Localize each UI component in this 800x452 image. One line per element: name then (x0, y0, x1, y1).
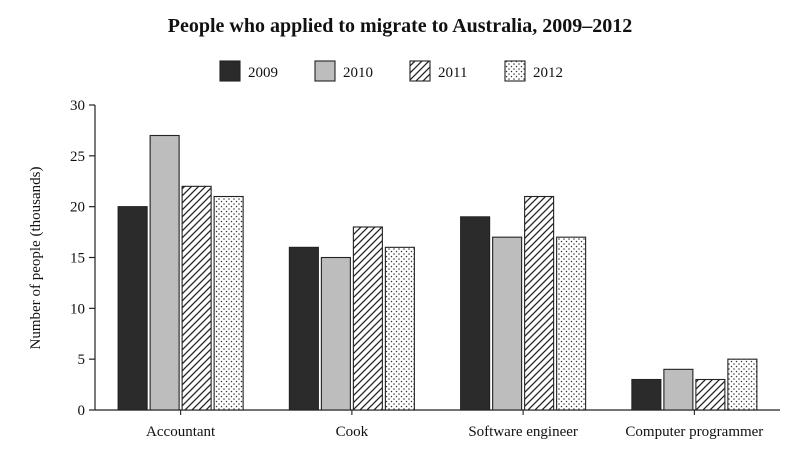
x-category-label: Accountant (146, 424, 216, 440)
y-axis-label: Number of people (thousands) (28, 167, 44, 350)
legend-swatch-2010 (314, 60, 336, 82)
legend-swatch-2009 (219, 60, 241, 82)
bar-2012-accountant (213, 195, 244, 411)
legend-label-2009: 2009 (248, 65, 278, 81)
bar-2010-computer-programmer (663, 368, 694, 411)
bar-2010-cook (320, 256, 351, 411)
bar-2012-cook (384, 246, 415, 411)
y-tick-label: 30 (70, 98, 85, 114)
bar-2012-computer-programmer (727, 358, 758, 411)
x-category-label: Computer programmer (625, 424, 763, 440)
legend-label-2011: 2011 (438, 65, 467, 81)
x-category-label: Software engineer (468, 424, 578, 440)
bar-2011-accountant (181, 185, 212, 411)
y-tick-label: 5 (78, 352, 86, 368)
y-tick-label: 15 (70, 251, 85, 267)
legend-label-2010: 2010 (343, 65, 373, 81)
legend: 2009 2010 2011 2012 (219, 60, 563, 82)
chart-title: People who applied to migrate to Austral… (168, 15, 632, 37)
bar-2010-accountant (149, 134, 180, 411)
legend-swatch-2011 (409, 60, 431, 82)
legend-swatch-2012 (504, 60, 526, 82)
y-tick-label: 0 (78, 403, 86, 419)
bar-2011-software-engineer (524, 195, 555, 411)
y-tick-label: 10 (70, 301, 85, 317)
bar-2009-accountant (117, 206, 148, 411)
bar-2011-computer-programmer (695, 378, 726, 411)
plot-area: 0 5 10 15 20 25 30 Accountant Cook Software engin… (70, 98, 780, 440)
y-tick-label: 25 (70, 149, 85, 165)
bar-2009-computer-programmer (631, 378, 662, 411)
bar-2012-software-engineer (556, 236, 587, 411)
bar-2010-software-engineer (492, 236, 523, 411)
y-tick-label: 20 (70, 200, 85, 216)
legend-label-2012: 2012 (533, 65, 563, 81)
bar-2011-cook (352, 226, 383, 411)
bar-2009-cook (288, 246, 319, 411)
bar-2009-software-engineer (460, 216, 491, 411)
x-category-label: Cook (336, 424, 369, 440)
